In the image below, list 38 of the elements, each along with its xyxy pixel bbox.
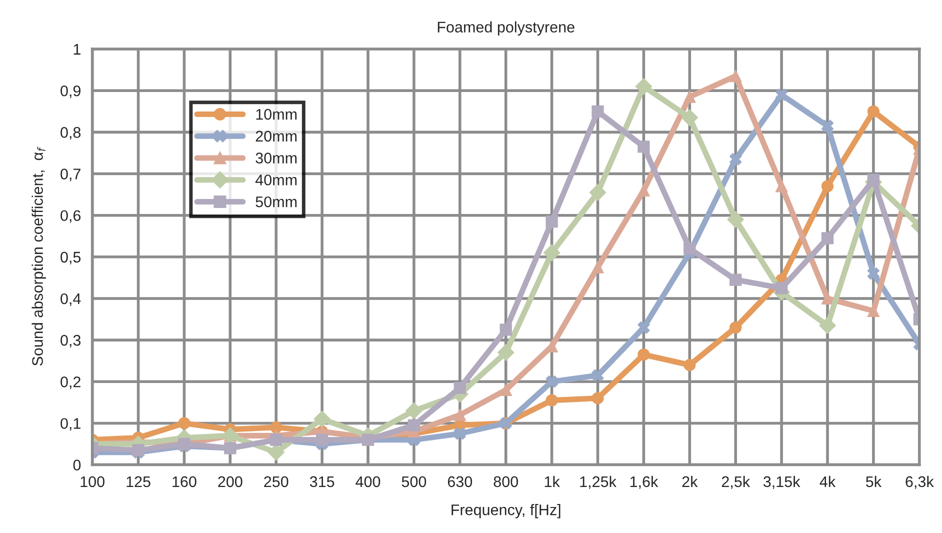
x-tick-label: 1,25k [580,476,616,489]
x-tick-label: 160 [172,476,196,488]
x-tick-label: 2,5k [722,476,750,489]
y-tick-label: 0,3 [60,334,81,348]
y-axis-title: Sound absorption coefficient, α$_{f}$ [32,146,46,366]
y-tick-label: 0 [73,460,81,470]
y-tick-label: 0,9 [60,85,80,98]
x-tick-label: 5k [866,476,882,488]
x-tick-label: 4k [820,476,836,487]
y-tick-label: 1 [74,44,80,55]
legend-label: 40mm [255,174,297,186]
legend-label: 10mm [256,108,297,120]
x-tick-label: 800 [494,476,518,488]
y-tick-label: 0,2 [60,376,80,390]
x-tick-label: 125 [126,476,150,488]
legend-label: 20mm [256,130,297,142]
y-tick-label: 0,5 [60,252,81,264]
x-tick-label: 1k [544,476,560,487]
y-tick-label: 0,1 [60,418,80,431]
y-tick-label: 0,4 [60,293,81,306]
x-tick-label: 200 [218,476,242,488]
legend-label: 30mm [256,152,297,164]
y-tick-label: 0,8 [60,127,81,140]
x-tick-label: 100 [80,476,104,488]
x-tick-label: 630 [448,476,472,488]
x-tick-label: 250 [264,476,288,488]
x-tick-label: 1,6k [630,476,658,489]
x-tick-label: 500 [402,476,426,488]
y-tick-label: 0,7 [60,168,80,182]
x-tick-label: 315 [310,476,334,488]
x-axis-title: Frequency, f[Hz] [452,504,560,518]
x-tick-label: 2k [682,476,698,487]
x-tick-label: 6,3k [906,476,934,489]
chart-title: Foamed polystyrene [438,21,574,36]
x-tick-label: 3,15k [763,476,800,489]
x-tick-label: 400 [356,476,380,488]
y-tick-label: 0,6 [60,210,81,223]
legend-label: 50mm [256,196,297,208]
